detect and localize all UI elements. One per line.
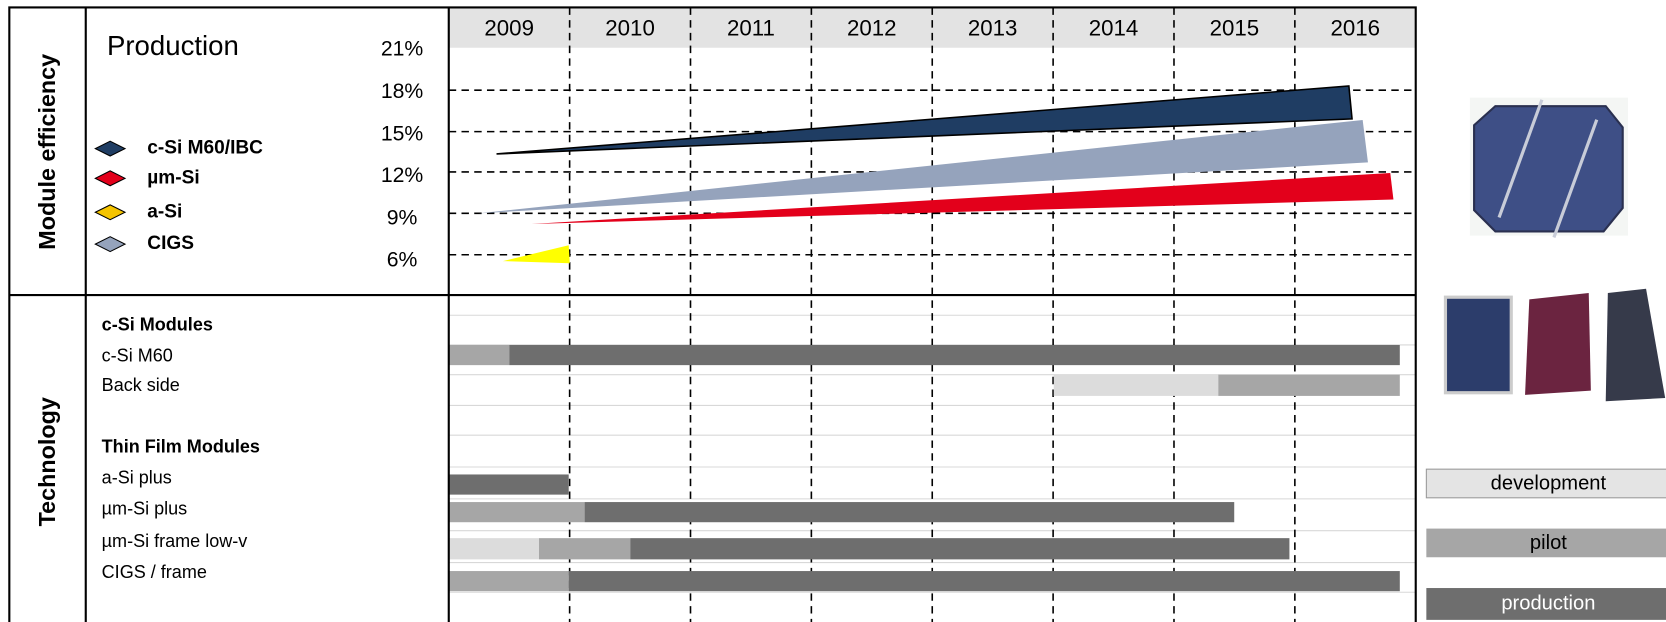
frame bbox=[8, 6, 1417, 622]
bar bbox=[448, 571, 569, 592]
busbar bbox=[1497, 99, 1544, 218]
outer-border bbox=[8, 6, 1417, 622]
wedge-cigs bbox=[478, 119, 1368, 214]
phase-label: development bbox=[1491, 472, 1607, 494]
section-label: Technology bbox=[34, 397, 60, 526]
bar bbox=[568, 571, 1400, 592]
year-label: 2011 bbox=[727, 16, 775, 41]
legend-label: a-Si bbox=[147, 201, 182, 222]
wedge-musi bbox=[531, 173, 1394, 224]
legend-label: c-Si M60/IBC bbox=[147, 138, 263, 159]
technology-row: Thin Film Modules bbox=[102, 437, 260, 457]
legend-label: CIGS bbox=[147, 233, 194, 254]
legend bbox=[94, 140, 127, 253]
year-label: 2015 bbox=[1210, 16, 1260, 41]
year-label: 2012 bbox=[847, 16, 897, 41]
production-title: Production bbox=[107, 30, 239, 61]
bar bbox=[448, 344, 510, 366]
bar bbox=[538, 538, 631, 560]
year-label: 2013 bbox=[968, 16, 1018, 41]
efficiency-label: 18% bbox=[381, 80, 424, 103]
phase-label: production bbox=[1501, 592, 1595, 614]
efficiency-wedges bbox=[478, 85, 1394, 264]
technology-row: a-Si plus bbox=[102, 467, 172, 487]
phase-box bbox=[1425, 468, 1666, 499]
efficiency-label: 9% bbox=[387, 206, 418, 229]
wedge-asi bbox=[502, 245, 570, 264]
module-photo bbox=[1605, 288, 1666, 402]
bar bbox=[1053, 374, 1219, 396]
bar bbox=[448, 474, 569, 495]
efficiency-label: 6% bbox=[387, 249, 418, 272]
bar bbox=[448, 538, 539, 560]
section-label: Module efficiency bbox=[34, 54, 60, 250]
phase-box bbox=[1426, 588, 1666, 620]
legend-marker bbox=[94, 170, 127, 187]
efficiency-label: 12% bbox=[381, 164, 424, 187]
legend-marker bbox=[94, 204, 127, 221]
module-photo bbox=[1525, 292, 1591, 395]
technology-row: c-Si M60 bbox=[102, 345, 173, 365]
year-label: 2014 bbox=[1089, 16, 1139, 41]
bar bbox=[584, 502, 1235, 523]
busbar bbox=[1552, 119, 1599, 238]
phase-box bbox=[1426, 528, 1666, 558]
bar bbox=[1218, 374, 1400, 396]
module-photo bbox=[1443, 295, 1513, 395]
phase-label: pilot bbox=[1530, 532, 1567, 554]
legend-marker bbox=[94, 236, 127, 253]
technology-bars bbox=[448, 344, 1400, 592]
right-panel bbox=[1425, 97, 1666, 620]
bar bbox=[630, 538, 1290, 560]
efficiency-label: 15% bbox=[381, 122, 424, 145]
technology-row: µm-Si frame low-v bbox=[102, 531, 248, 551]
technology-row: c-Si Modules bbox=[102, 315, 213, 335]
legend-label: µm-Si bbox=[147, 167, 199, 188]
year-label: 2009 bbox=[484, 16, 534, 41]
year-label: 2010 bbox=[605, 16, 655, 41]
solar-cell bbox=[1473, 105, 1624, 233]
technology-row: µm-Si plus bbox=[102, 498, 188, 518]
legend-marker bbox=[94, 140, 127, 157]
technology-row: CIGS / frame bbox=[102, 562, 207, 582]
technology-row: Back side bbox=[102, 375, 180, 395]
bar bbox=[509, 344, 1400, 366]
year-label: 2016 bbox=[1331, 16, 1381, 41]
bar bbox=[448, 502, 585, 523]
wedge-csi bbox=[496, 85, 1353, 155]
efficiency-label: 21% bbox=[381, 37, 424, 60]
